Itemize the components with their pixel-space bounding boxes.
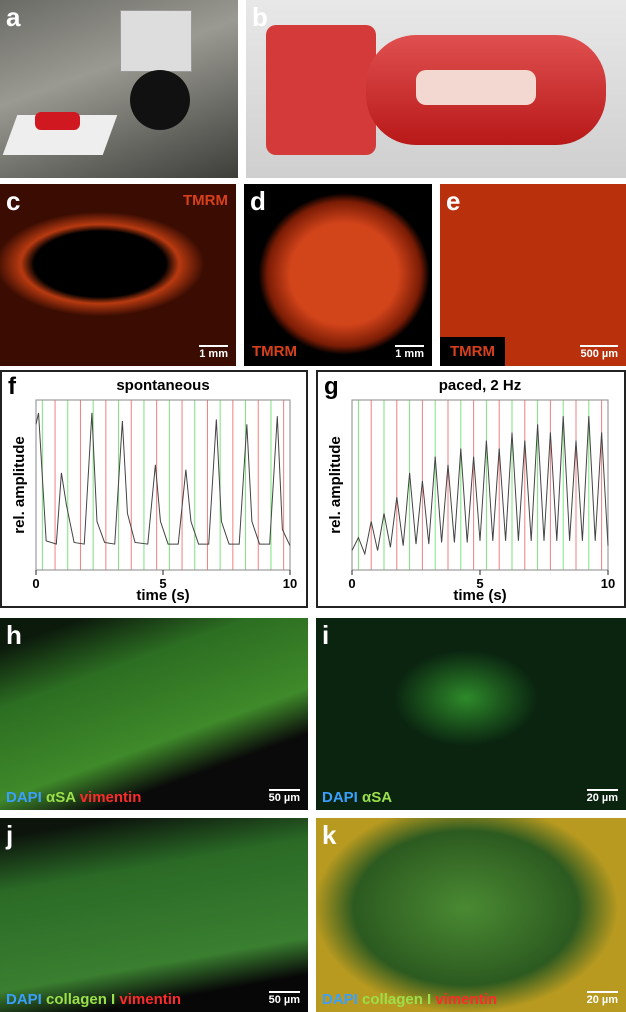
scale-bar: 1 mm (199, 345, 228, 360)
scale-bar: 1 mm (395, 345, 424, 360)
panel-letter: k (322, 820, 337, 850)
pump (120, 10, 192, 72)
panel-letter: i (322, 620, 330, 650)
chart-title: spontaneous (116, 377, 209, 394)
stain-label: DAPI (6, 991, 42, 1008)
scale-bar: 500 µm (580, 345, 618, 360)
x-axis-label: time (s) (136, 587, 189, 604)
panel-letter: d (250, 186, 266, 216)
stain-label: DAPI (322, 991, 358, 1008)
x-axis-label: time (s) (453, 587, 506, 604)
x-tick-label: 10 (283, 576, 297, 591)
trace (351, 416, 609, 556)
stain-labels: DAPI collagen I vimentin (322, 991, 497, 1008)
trace (35, 412, 291, 546)
panel-letter: c (6, 186, 21, 216)
bioreactor (35, 112, 80, 130)
scale-bar: 50 µm (268, 789, 300, 804)
scale-bar: 50 µm (268, 991, 300, 1006)
stain-label: TMRM (440, 337, 505, 366)
stain-label: vimentin (435, 991, 498, 1008)
x-tick-label: 5 (476, 576, 483, 591)
chart: f spontaneous time (s) rel. amplitude 0 5 10 (8, 373, 297, 604)
stain-label: αSA (362, 789, 393, 806)
stain-label: TMRM (183, 192, 228, 209)
panel-letter: j (6, 820, 14, 850)
stain-labels: DAPI αSA (322, 789, 392, 806)
scale-bar: 20 µm (586, 991, 618, 1006)
chart-title: paced, 2 Hz (439, 377, 522, 394)
micrograph-panel: h DAPI αSA vimentin 50 µm (0, 618, 308, 810)
x-tick-label: 0 (32, 576, 39, 591)
x-tick-label: 0 (348, 576, 355, 591)
x-tick-label: 10 (601, 576, 615, 591)
chart-panel: g paced, 2 Hz time (s) rel. amplitude 0 5 10 (316, 370, 626, 608)
chart: g paced, 2 Hz time (s) rel. amplitude 0 5 10 (324, 373, 615, 604)
stain-label: collagen I (46, 991, 116, 1008)
micrograph-panel: i DAPI αSA 20 µm (316, 618, 626, 810)
y-axis-label: rel. amplitude (327, 436, 344, 534)
pump-head (130, 70, 190, 130)
panel-letter: a (6, 2, 21, 32)
panel-letter: f (8, 373, 17, 400)
plot-area (35, 399, 291, 571)
cap (266, 25, 376, 155)
panel-letter: e (446, 186, 461, 216)
chart-panel: f spontaneous time (s) rel. amplitude 0 5 10 (0, 370, 308, 608)
tissue (416, 70, 536, 105)
x-tick-label: 5 (159, 576, 166, 591)
panel-letter: h (6, 620, 22, 650)
micrograph-panel: j DAPI collagen I vimentin 50 µm (0, 818, 308, 1012)
y-axis-label: rel. amplitude (11, 436, 28, 534)
stain-label: TMRM (252, 343, 297, 360)
fluorescence-panel: c TMRM 1 mm (0, 184, 236, 366)
stain-labels: DAPI collagen I vimentin (6, 991, 181, 1008)
stain-labels: DAPI αSA vimentin (6, 789, 141, 806)
photo-panel: b (246, 0, 626, 178)
stain-label: DAPI (322, 789, 358, 806)
micrograph-panel: k DAPI collagen I vimentin 20 µm (316, 818, 626, 1012)
scale-bar: 20 µm (586, 789, 618, 804)
stain-label: DAPI (6, 789, 42, 806)
panel-letter: g (324, 373, 339, 400)
panel-letter: b (252, 2, 268, 32)
fluorescence-panel: d TMRM 1 mm (244, 184, 432, 366)
fluorescence-panel: e TMRM 500 µm (440, 184, 626, 366)
photo-panel: a (0, 0, 238, 178)
stain-label: αSA (46, 789, 76, 806)
stain-label: vimentin (79, 789, 142, 806)
stain-label: collagen I (362, 991, 432, 1008)
stain-label: vimentin (119, 991, 182, 1008)
